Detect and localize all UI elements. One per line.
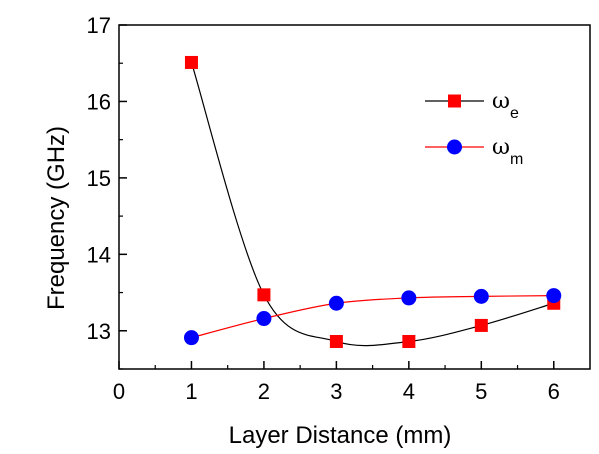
data-point-e — [257, 288, 271, 302]
y-tick-label: 13 — [87, 319, 111, 344]
x-tick-label: 6 — [548, 379, 560, 404]
data-point-e — [184, 55, 198, 69]
x-axis-title: Layer Distance (mm) — [229, 422, 452, 449]
x-tick-label: 1 — [185, 379, 197, 404]
data-point-m — [401, 290, 417, 306]
x-tick-label: 2 — [258, 379, 270, 404]
data-point-e — [329, 334, 343, 348]
y-tick-label: 14 — [87, 242, 111, 267]
legend: ωe ωm — [425, 89, 523, 168]
legend-label-subscript: m — [510, 151, 523, 168]
data-point-e — [402, 334, 416, 348]
plot-border — [118, 24, 591, 370]
plot-frame — [118, 24, 591, 370]
data-point-m — [256, 311, 272, 327]
x-tick-label: 5 — [475, 379, 487, 404]
y-tick-label: 15 — [87, 166, 111, 191]
data-point-m — [546, 288, 562, 304]
x-tick-label: 0 — [113, 379, 125, 404]
legend-label-m: ωm — [492, 135, 523, 168]
series-line-m — [191, 295, 554, 339]
y-tick-label: 17 — [87, 13, 111, 38]
legend-label-subscript: e — [510, 105, 519, 122]
axis-ticks: 0 1 2 3 4 5 6 13 14 15 16 17 — [87, 13, 560, 404]
legend-label-e: ωe — [492, 89, 519, 122]
x-tick-label: 3 — [330, 379, 342, 404]
data-point-m — [183, 330, 199, 346]
legend-marker-e — [448, 94, 461, 108]
x-tick-label: 4 — [403, 379, 415, 404]
y-tick-label: 16 — [87, 89, 111, 114]
data-point-e — [474, 318, 488, 332]
y-axis-title: Frequency (GHz) — [43, 126, 70, 310]
data-point-m — [473, 288, 489, 304]
series-markers — [183, 55, 562, 348]
data-point-m — [328, 295, 344, 311]
legend-marker-m — [447, 139, 462, 155]
